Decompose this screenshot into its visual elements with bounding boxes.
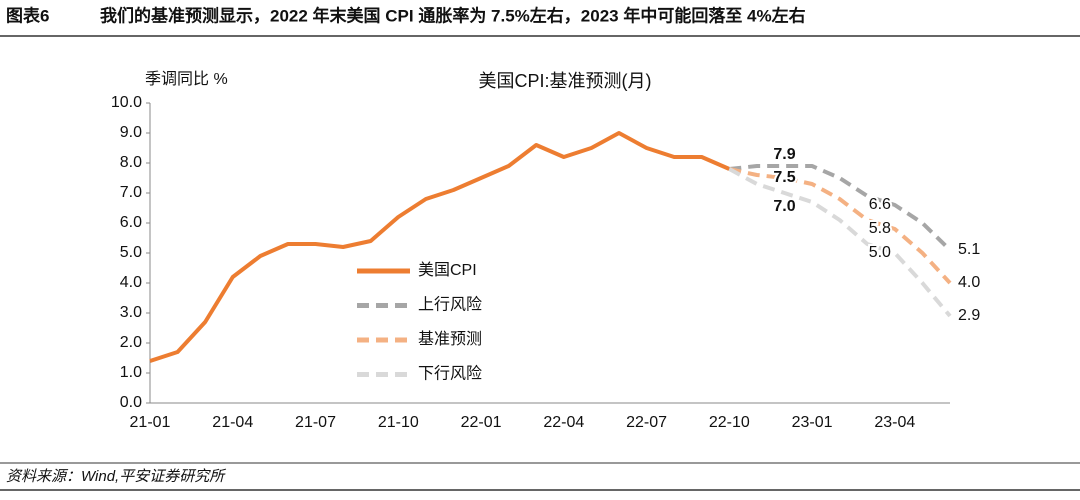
- series-line: [729, 164, 952, 252]
- x-tick-label: 21-07: [295, 414, 336, 431]
- x-tick-label: 23-01: [792, 414, 833, 431]
- x-tick-label: 22-04: [543, 414, 584, 431]
- y-tick-label: 10.0: [111, 94, 142, 111]
- source: 资料来源：Wind,平安证券研究所: [6, 468, 226, 485]
- series-line: [728, 167, 952, 318]
- y-tick-label: 8.0: [120, 154, 142, 171]
- legend-label: 美国CPI: [418, 261, 477, 279]
- y-tick-label: 4.0: [120, 274, 142, 291]
- y-tick-label: 9.0: [120, 124, 142, 141]
- y-tick-label: 2.0: [120, 334, 142, 351]
- y-tick-label: 6.0: [120, 214, 142, 231]
- data-label: 6.6: [869, 196, 891, 213]
- x-tick-label: 21-04: [212, 414, 253, 431]
- chart-title: 美国CPI:基准预测(月): [479, 71, 652, 91]
- y-tick-label: 7.0: [120, 184, 142, 201]
- y-tick-label: 5.0: [120, 244, 142, 261]
- x-tick-label: 22-10: [709, 414, 750, 431]
- series-line: [149, 131, 731, 363]
- data-label: 7.0: [773, 198, 795, 215]
- data-label: 7.5: [773, 169, 795, 186]
- x-tick-label: 23-04: [874, 414, 915, 431]
- data-label: 2.9: [958, 307, 980, 324]
- y-tick-label: 1.0: [120, 364, 142, 381]
- legend-label: 基准预测: [418, 330, 482, 348]
- data-label: 4.0: [958, 274, 980, 291]
- data-label: 5.8: [869, 220, 891, 237]
- data-label: 5.1: [958, 241, 980, 258]
- x-tick-label: 21-10: [378, 414, 419, 431]
- y-axis-label: 季调同比 %: [145, 70, 228, 88]
- x-tick-label: 22-07: [626, 414, 667, 431]
- legend-label: 上行风险: [418, 296, 482, 314]
- y-tick-label: 0.0: [120, 394, 142, 411]
- x-tick-label: 22-01: [461, 414, 502, 431]
- x-tick-label: 21-01: [130, 414, 171, 431]
- figure-label: 图表6: [6, 5, 49, 25]
- series-line: [728, 167, 952, 285]
- data-label: 7.9: [773, 146, 795, 163]
- figure-title: 我们的基准预测显示，2022 年末美国 CPI 通胀率为 7.5%左右，2023…: [100, 5, 806, 25]
- data-label: 5.0: [869, 244, 891, 261]
- y-tick-label: 3.0: [120, 304, 142, 321]
- legend-label: 下行风险: [418, 365, 482, 383]
